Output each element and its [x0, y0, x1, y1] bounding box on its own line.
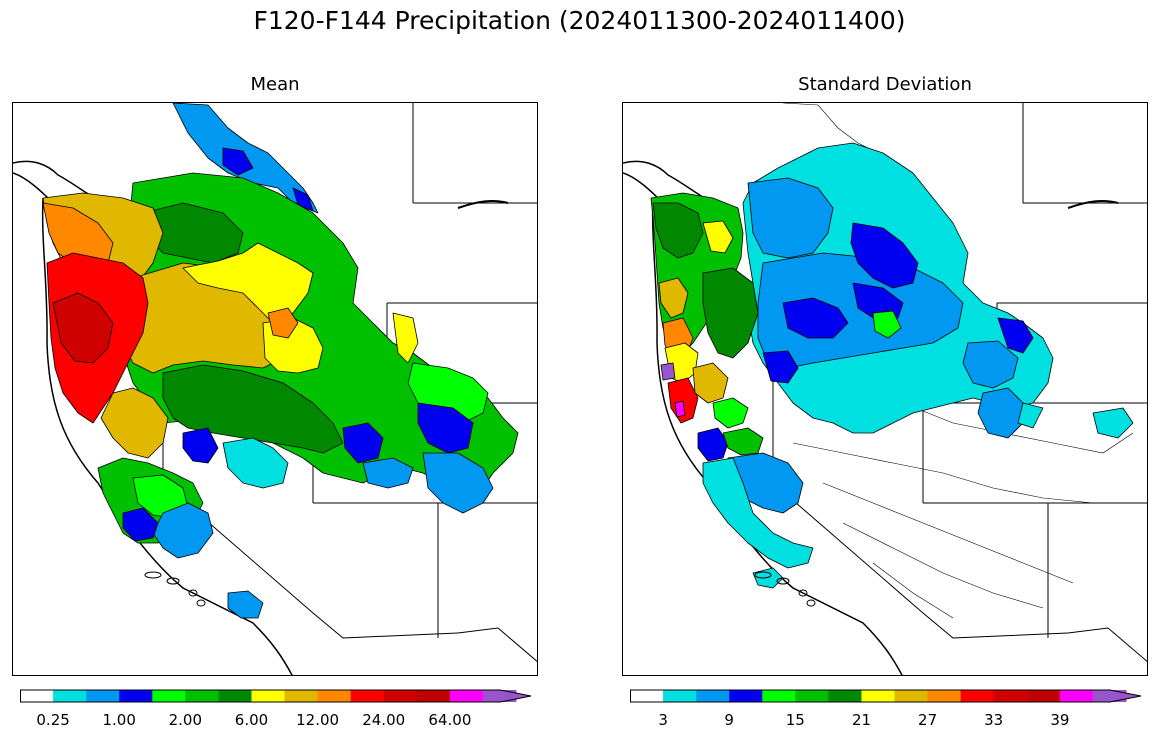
colorbar-tick-label: 27 — [918, 711, 938, 729]
colorbar-swatch — [663, 690, 697, 702]
colorbar-swatch — [416, 690, 451, 702]
colorbar-extend-arrow — [500, 690, 531, 702]
std-colorbar — [630, 689, 1142, 703]
colorbar-swatch — [284, 690, 319, 702]
colorbar-swatch — [960, 690, 995, 702]
colorbar-swatch — [729, 690, 763, 702]
colorbar-swatch — [1059, 690, 1094, 702]
colorbar-swatch — [762, 690, 796, 702]
colorbar-swatch — [449, 690, 484, 702]
colorbar-swatch — [86, 690, 120, 702]
std-panel-title: Standard Deviation — [798, 74, 972, 95]
colorbar-tick-label: 33 — [984, 711, 1004, 729]
colorbar-swatch — [218, 690, 252, 702]
colorbar-tick-label: 6.00 — [234, 711, 269, 729]
colorbar-tick-label: 3 — [658, 711, 668, 729]
figure-title: F120-F144 Precipitation (2024011300-2024… — [253, 6, 906, 35]
colorbar-swatch — [861, 690, 896, 702]
colorbar-tick-label: 1.00 — [102, 711, 136, 729]
colorbar-tick-label: 24.00 — [362, 711, 406, 729]
colorbar-swatch — [383, 690, 418, 702]
mean-colorbar-swatches — [20, 689, 532, 703]
mean-panel-title: Mean — [250, 74, 300, 95]
std-colorbar-ticks: 3 9 15 21 27 33 39 — [630, 711, 1142, 731]
mean-colorbar-ticks: 0.25 1.00 2.00 6.00 12.00 24.00 64.00 — [20, 711, 532, 731]
std-colorbar-swatches — [630, 689, 1142, 703]
colorbar-swatch — [993, 690, 1028, 702]
colorbar-tick-label: 9 — [724, 711, 734, 729]
colorbar-swatch — [795, 690, 829, 702]
colorbar-outline — [20, 689, 532, 703]
colorbar-tick-label: 0.25 — [36, 711, 70, 729]
colorbar-tick-label: 64.00 — [428, 711, 472, 729]
colorbar-swatch — [317, 690, 352, 702]
colorbar-swatch — [185, 690, 219, 702]
colorbar-swatch — [927, 690, 962, 702]
std-map — [623, 103, 1147, 675]
colorbar-swatch — [696, 690, 730, 702]
colorbar-tick-label: 2.00 — [168, 711, 202, 729]
colorbar-tick-label: 15 — [785, 711, 805, 729]
colorbar-tick-label: 12.00 — [296, 711, 340, 729]
mean-colorbar — [20, 689, 532, 703]
colorbar-swatch — [828, 690, 862, 702]
colorbar-extend-arrow — [1110, 690, 1141, 702]
colorbar-swatch — [350, 690, 385, 702]
colorbar-swatch — [1026, 690, 1061, 702]
colorbar-swatch — [251, 690, 286, 702]
colorbar-swatch — [152, 690, 186, 702]
mean-map-panel — [12, 102, 538, 676]
std-map-panel — [622, 102, 1148, 676]
colorbar-tick-label: 21 — [851, 711, 872, 729]
colorbar-swatch — [119, 690, 153, 702]
mean-map — [13, 103, 537, 675]
colorbar-swatch — [53, 690, 87, 702]
colorbar-swatch — [894, 690, 929, 702]
colorbar-tick-label: 39 — [1050, 711, 1070, 729]
colorbar-swatch — [20, 690, 54, 702]
colorbar-outline — [630, 689, 1142, 703]
colorbar-swatch — [630, 690, 664, 702]
